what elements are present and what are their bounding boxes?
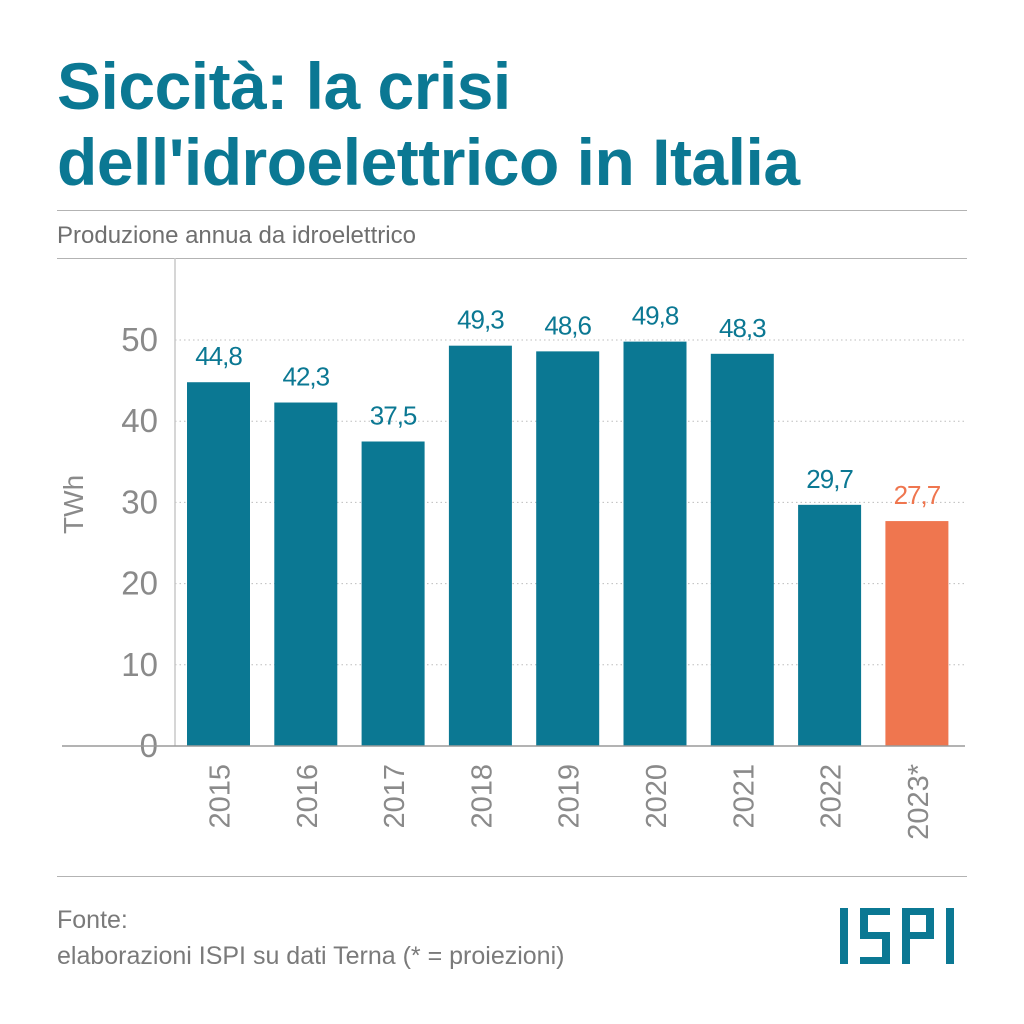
value-label: 29,7 bbox=[806, 464, 853, 494]
y-tick-label: 20 bbox=[121, 565, 158, 602]
bar bbox=[187, 382, 250, 746]
bar bbox=[885, 521, 949, 746]
y-tick-label: 40 bbox=[121, 402, 158, 439]
bar bbox=[798, 504, 862, 746]
y-tick-label: 10 bbox=[121, 646, 158, 683]
y-axis-label: TWh bbox=[58, 475, 89, 534]
y-tick-label: 30 bbox=[121, 483, 158, 520]
value-label: 27,7 bbox=[894, 480, 941, 510]
source-text: elaborazioni ISPI su dati Terna (* = pro… bbox=[57, 942, 565, 970]
x-tick-label: 2017 bbox=[379, 764, 411, 829]
footer-divider bbox=[57, 876, 967, 877]
chart-subtitle: Produzione annua da idroelettrico bbox=[57, 222, 416, 249]
top-divider bbox=[57, 210, 967, 211]
x-tick-label: 2018 bbox=[466, 764, 498, 829]
title-line-2: dell'idroelettrico in Italia bbox=[57, 125, 800, 199]
bar bbox=[448, 345, 512, 746]
bar bbox=[710, 353, 774, 746]
value-label: 48,6 bbox=[544, 310, 591, 340]
x-tick-label: 2019 bbox=[554, 764, 586, 829]
value-label: 42,3 bbox=[282, 362, 329, 392]
source-label: Fonte: bbox=[57, 906, 128, 934]
x-tick-label: 2021 bbox=[728, 764, 760, 829]
title-line-1: Siccità: la crisi bbox=[57, 49, 511, 123]
x-tick-label: 2016 bbox=[292, 764, 324, 829]
chart-title: Siccità: la crisi dell'idroelettrico in … bbox=[57, 48, 977, 200]
bar bbox=[536, 351, 600, 746]
bar bbox=[623, 341, 687, 746]
x-tick-label: 2020 bbox=[641, 764, 673, 829]
subtitle-divider bbox=[57, 258, 967, 259]
x-tick-label: 2015 bbox=[205, 764, 237, 829]
ispi-logo bbox=[840, 908, 954, 964]
x-tick-label: 2022 bbox=[816, 764, 848, 829]
value-label: 44,8 bbox=[195, 341, 242, 371]
value-label: 37,5 bbox=[370, 401, 417, 431]
value-label: 49,8 bbox=[632, 301, 679, 331]
bar-chart: 01020304050TWh44,8201542,3201637,5201749… bbox=[58, 258, 965, 840]
bar bbox=[274, 402, 338, 746]
y-tick-label: 50 bbox=[121, 321, 158, 358]
value-label: 49,3 bbox=[457, 305, 504, 335]
x-tick-label: 2023* bbox=[903, 764, 935, 840]
bar bbox=[361, 441, 425, 746]
source-note: Fonte: elaborazioni ISPI su dati Terna (… bbox=[57, 902, 564, 974]
ispi-logo-mark bbox=[840, 908, 954, 964]
value-label: 48,3 bbox=[719, 313, 766, 343]
